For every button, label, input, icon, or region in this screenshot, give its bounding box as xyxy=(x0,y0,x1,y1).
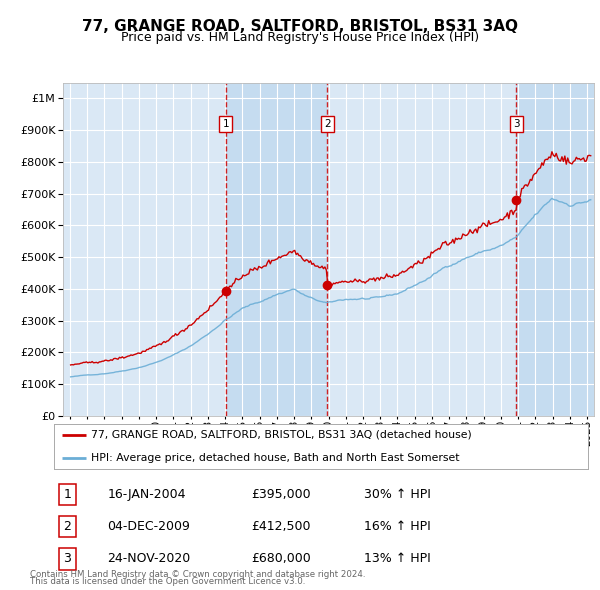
Text: Price paid vs. HM Land Registry's House Price Index (HPI): Price paid vs. HM Land Registry's House … xyxy=(121,31,479,44)
Text: 1: 1 xyxy=(64,488,71,501)
Text: 13% ↑ HPI: 13% ↑ HPI xyxy=(364,552,430,565)
Bar xyxy=(226,83,327,416)
Text: 3: 3 xyxy=(64,552,71,565)
Text: 3: 3 xyxy=(513,119,520,129)
Text: 2: 2 xyxy=(64,520,71,533)
Text: £680,000: £680,000 xyxy=(251,552,311,565)
Text: £395,000: £395,000 xyxy=(251,488,311,501)
Text: This data is licensed under the Open Government Licence v3.0.: This data is licensed under the Open Gov… xyxy=(30,577,305,586)
Text: HPI: Average price, detached house, Bath and North East Somerset: HPI: Average price, detached house, Bath… xyxy=(91,453,460,463)
Text: Contains HM Land Registry data © Crown copyright and database right 2024.: Contains HM Land Registry data © Crown c… xyxy=(30,570,365,579)
Text: 30% ↑ HPI: 30% ↑ HPI xyxy=(364,488,431,501)
Bar xyxy=(517,83,594,416)
Text: 24-NOV-2020: 24-NOV-2020 xyxy=(107,552,191,565)
Text: £412,500: £412,500 xyxy=(251,520,311,533)
Text: 16% ↑ HPI: 16% ↑ HPI xyxy=(364,520,430,533)
Text: 1: 1 xyxy=(223,119,229,129)
Text: 77, GRANGE ROAD, SALTFORD, BRISTOL, BS31 3AQ: 77, GRANGE ROAD, SALTFORD, BRISTOL, BS31… xyxy=(82,19,518,34)
Text: 2: 2 xyxy=(324,119,331,129)
Text: 77, GRANGE ROAD, SALTFORD, BRISTOL, BS31 3AQ (detached house): 77, GRANGE ROAD, SALTFORD, BRISTOL, BS31… xyxy=(91,430,472,440)
Text: 04-DEC-2009: 04-DEC-2009 xyxy=(107,520,190,533)
Text: 16-JAN-2004: 16-JAN-2004 xyxy=(107,488,186,501)
